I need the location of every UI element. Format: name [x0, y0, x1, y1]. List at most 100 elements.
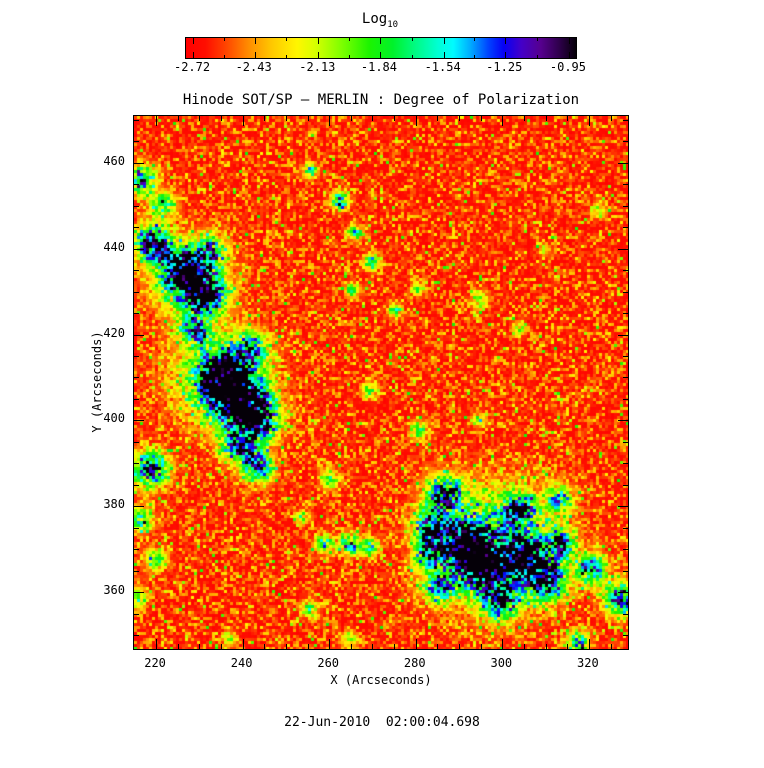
colorbar-tick: [474, 55, 476, 58]
axis-tick: [350, 116, 352, 121]
colorbar-tick: [568, 52, 570, 58]
axis-tick: [134, 506, 144, 508]
axis-tick: [156, 639, 158, 649]
colorbar-tick: [505, 52, 507, 58]
axis-tick: [134, 141, 139, 143]
axis-tick: [567, 116, 569, 121]
colorbar-tick: [443, 38, 445, 44]
colorbar-tick: [318, 38, 320, 44]
axis-tick: [350, 644, 352, 649]
axis-tick: [134, 527, 139, 529]
x-tick-label: 280: [403, 656, 426, 670]
axis-tick: [480, 116, 482, 121]
axis-tick: [623, 377, 628, 379]
colorbar-tick-label: -2.13: [299, 60, 336, 74]
axis-tick: [623, 613, 628, 615]
axis-tick: [623, 313, 628, 315]
axis-tick: [394, 644, 396, 649]
axis-tick: [610, 116, 612, 121]
axis-tick: [199, 644, 201, 649]
axis-tick: [623, 441, 628, 443]
axis-tick: [623, 463, 628, 465]
axis-tick: [264, 116, 266, 121]
colorbar-tick-label: -2.43: [235, 60, 272, 74]
x-tick-label: 220: [144, 656, 166, 670]
colorbar-tick: [349, 38, 351, 41]
y-tick-label: 400: [103, 411, 125, 426]
axis-tick: [618, 248, 628, 250]
axis-tick: [623, 119, 628, 121]
colorbar-tick: [223, 38, 225, 41]
axis-tick: [285, 644, 287, 649]
axis-tick: [437, 116, 439, 121]
axis-tick: [394, 116, 396, 121]
plot-frame: [133, 115, 629, 650]
colorbar-tick: [193, 52, 195, 58]
axis-tick: [372, 644, 374, 649]
axis-tick: [134, 356, 139, 358]
axis-tick: [623, 549, 628, 551]
axis-tick: [588, 639, 590, 649]
axis-tick: [242, 116, 244, 126]
axis-tick: [502, 116, 504, 126]
axis-tick: [134, 592, 144, 594]
axis-tick: [618, 162, 628, 164]
axis-tick: [623, 398, 628, 400]
colorbar-tick: [537, 55, 539, 58]
axis-tick: [134, 205, 139, 207]
axis-tick: [134, 441, 139, 443]
colorbar-tick-label: -2.72: [173, 60, 211, 74]
axis-tick: [134, 377, 139, 379]
axis-tick: [307, 644, 309, 649]
axis-tick: [588, 116, 590, 126]
axis-tick: [134, 635, 139, 637]
x-tick-label: 260: [317, 656, 340, 670]
axis-tick: [623, 205, 628, 207]
axis-tick: [480, 644, 482, 649]
axis-tick: [134, 398, 139, 400]
axis-tick: [329, 639, 331, 649]
axis-tick: [372, 116, 374, 121]
axis-tick: [623, 484, 628, 486]
colorbar-tick: [379, 38, 381, 44]
axis-tick: [134, 184, 139, 186]
y-axis-title: Y (Arcseconds): [90, 331, 104, 433]
axis-tick: [220, 116, 222, 121]
axis-tick: [618, 334, 628, 336]
axis-tick: [134, 227, 139, 229]
y-tick-label: 360: [103, 583, 125, 598]
axis-tick: [502, 639, 504, 649]
colorbar-title-text: Log: [361, 11, 388, 27]
axis-tick: [134, 270, 139, 272]
axis-tick: [134, 162, 144, 164]
axis-tick: [329, 116, 331, 126]
colorbar-tick: [286, 38, 288, 41]
axis-tick: [623, 227, 628, 229]
axis-tick: [199, 116, 201, 121]
axis-tick: [623, 141, 628, 143]
colorbar-tick: [379, 52, 381, 58]
colorbar-tick: [349, 55, 351, 58]
colorbar: [185, 37, 577, 59]
axis-tick: [623, 635, 628, 637]
axis-tick: [177, 644, 179, 649]
axis-tick: [623, 356, 628, 358]
x-tick-label: 240: [230, 656, 253, 670]
axis-tick: [623, 527, 628, 529]
axis-tick: [156, 116, 158, 126]
axis-tick: [623, 184, 628, 186]
axis-tick: [134, 463, 139, 465]
axis-tick: [618, 506, 628, 508]
axis-tick: [285, 116, 287, 121]
x-axis-title: X (Arcseconds): [330, 673, 432, 687]
colorbar-tick: [505, 38, 507, 44]
colorbar-tick-label: -1.54: [424, 60, 461, 74]
axis-tick: [134, 570, 139, 572]
colorbar-tick: [411, 38, 413, 41]
colorbar-title-subscript: 10: [387, 19, 399, 30]
colorbar-tick-label: -0.95: [549, 60, 586, 74]
axis-tick: [623, 570, 628, 572]
axis-tick: [523, 644, 525, 649]
axis-tick: [610, 644, 612, 649]
